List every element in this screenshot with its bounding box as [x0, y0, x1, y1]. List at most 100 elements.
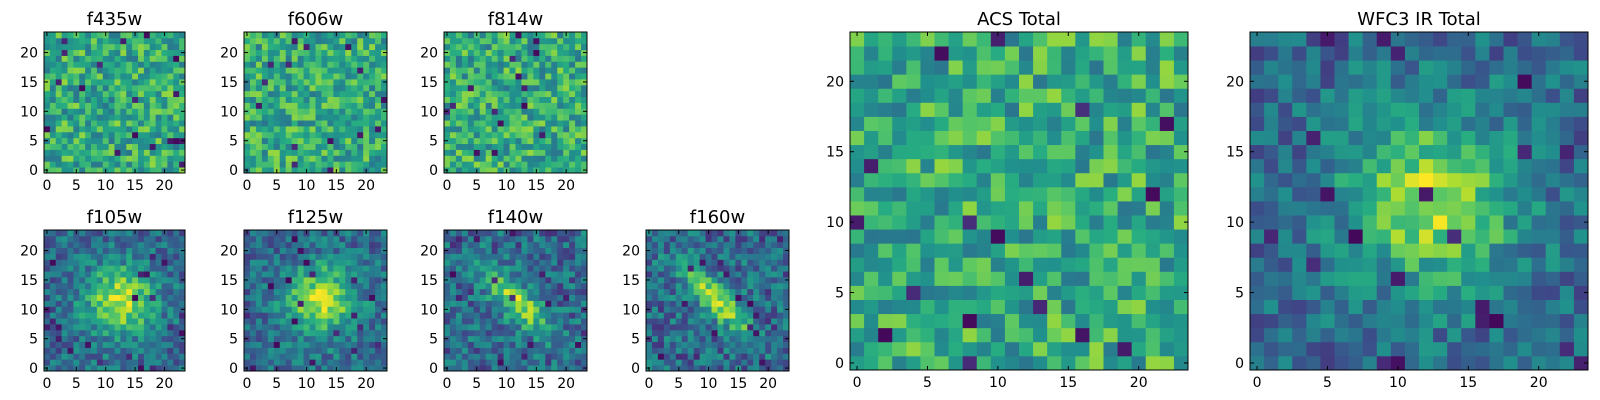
- heatmap-cell: [569, 43, 576, 51]
- heatmap-cell: [345, 43, 352, 51]
- y-tick-label: 0: [835, 356, 844, 372]
- heatmap-cell: [363, 294, 370, 301]
- heatmap-cell: [503, 288, 510, 296]
- heatmap-cell: [741, 300, 748, 307]
- heatmap-cell: [515, 253, 522, 260]
- heatmap-cell: [114, 329, 121, 337]
- heatmap-cell: [444, 253, 451, 260]
- heatmap-cell: [699, 324, 706, 331]
- heatmap-cell: [485, 329, 493, 337]
- heatmap-cell: [155, 102, 162, 109]
- heatmap-cell: [479, 335, 487, 343]
- heatmap-cell: [693, 259, 701, 266]
- heatmap-cell: [461, 32, 469, 39]
- heatmap-cell: [545, 90, 552, 98]
- heatmap-cell: [545, 155, 552, 162]
- heatmap-cell: [699, 312, 706, 319]
- heatmap-cell: [705, 300, 712, 307]
- heatmap-cell: [759, 353, 766, 360]
- heatmap-cell: [333, 329, 340, 337]
- heatmap-cell: [723, 324, 730, 331]
- heatmap-cell: [321, 84, 328, 92]
- heatmap-cell: [351, 365, 358, 372]
- x-tick-label: 20: [557, 178, 575, 194]
- heatmap-cell: [249, 120, 257, 127]
- heatmap-cell: [333, 347, 340, 354]
- heatmap-cell: [1117, 299, 1133, 315]
- heatmap-cell: [509, 324, 516, 331]
- heatmap-cell: [345, 300, 352, 307]
- heatmap-cell: [533, 126, 540, 133]
- heatmap-cell: [161, 277, 168, 284]
- heatmap-cell: [711, 288, 718, 296]
- heatmap-cell: [363, 259, 370, 266]
- heatmap-cell: [503, 108, 510, 115]
- heatmap-cell: [138, 353, 145, 360]
- heatmap-cell: [179, 241, 186, 249]
- heatmap-cell: [375, 306, 382, 313]
- heatmap-cell: [545, 84, 552, 92]
- heatmap-cell: [375, 67, 382, 74]
- x-tick-label: 10: [298, 178, 316, 194]
- heatmap-cell: [473, 126, 481, 133]
- heatmap-cell: [102, 137, 110, 145]
- heatmap-cell: [771, 271, 778, 278]
- heatmap-cell: [273, 277, 281, 284]
- heatmap-cell: [55, 167, 63, 174]
- heatmap-cell: [461, 108, 469, 115]
- heatmap-cell: [49, 55, 57, 62]
- heatmap-cell: [569, 55, 576, 62]
- heatmap-cell: [497, 114, 504, 121]
- heatmap-cell: [759, 341, 766, 348]
- heatmap-cell: [449, 365, 457, 372]
- heatmap-cell: [126, 143, 133, 150]
- heatmap-cell: [273, 155, 281, 162]
- heatmap-cell: [244, 282, 251, 290]
- heatmap-cell: [161, 161, 168, 168]
- heatmap-cell: [669, 230, 677, 237]
- heatmap-cell: [569, 282, 576, 290]
- heatmap-cell: [1503, 355, 1518, 371]
- heatmap-cell: [261, 55, 269, 62]
- heatmap-cell: [375, 265, 382, 272]
- heatmap-cell: [375, 73, 382, 80]
- heatmap-cell: [646, 312, 653, 319]
- heatmap-cell: [114, 353, 121, 360]
- heatmap-cell: [741, 359, 748, 366]
- heatmap-cell: [155, 365, 162, 372]
- heatmap-cell: [449, 282, 457, 290]
- heatmap-cell: [161, 300, 168, 307]
- heatmap-cell: [467, 55, 475, 62]
- heatmap-cell: [345, 247, 352, 254]
- heatmap-cell: [663, 294, 671, 301]
- heatmap-cell: [297, 300, 304, 307]
- heatmap-cell: [79, 300, 86, 307]
- heatmap-cell: [143, 49, 151, 56]
- heatmap-cell: [91, 43, 98, 51]
- heatmap-cell: [173, 312, 180, 319]
- heatmap-cell: [1061, 88, 1076, 103]
- heatmap-cell: [315, 306, 322, 313]
- heatmap-cell: [449, 167, 457, 174]
- heatmap-cell: [102, 155, 110, 162]
- heatmap-cell: [79, 43, 86, 51]
- heatmap-cell: [173, 318, 180, 325]
- heatmap-cell: [581, 271, 588, 278]
- heatmap-cell: [777, 294, 784, 301]
- heatmap-cell: [545, 241, 552, 249]
- heatmap-cell: [515, 43, 522, 51]
- heatmap-cell: [521, 126, 528, 133]
- heatmap-cell: [467, 61, 475, 68]
- heatmap-cell: [55, 37, 63, 45]
- heatmap-cell: [138, 96, 145, 103]
- heatmap-cell: [179, 235, 186, 243]
- heatmap-cell: [729, 306, 736, 313]
- heatmap-cell: [96, 149, 104, 156]
- heatmap-cell: [339, 37, 346, 45]
- heatmap-cell: [1489, 355, 1504, 371]
- heatmap-cell: [497, 265, 504, 272]
- heatmap-cell: [55, 288, 63, 296]
- heatmap-cell: [138, 55, 145, 62]
- heatmap-cell: [533, 241, 540, 249]
- heatmap-cell: [449, 120, 457, 127]
